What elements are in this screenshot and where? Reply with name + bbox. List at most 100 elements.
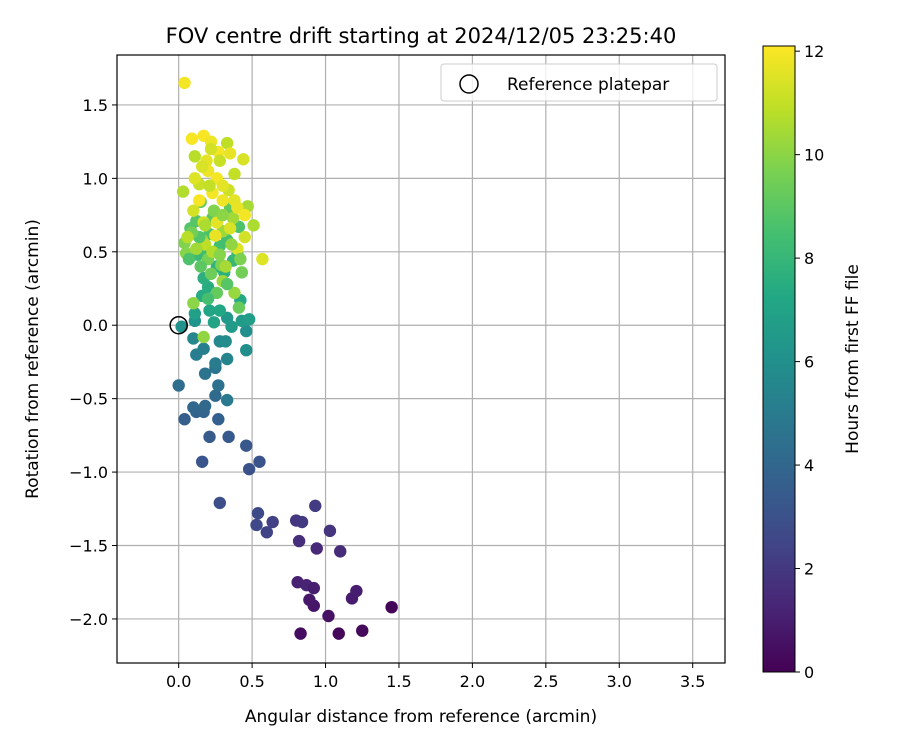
data-point (187, 332, 200, 345)
data-point (240, 439, 253, 452)
data-point (203, 179, 216, 192)
data-point (223, 222, 237, 235)
data-point (204, 142, 218, 156)
data-point (228, 286, 241, 300)
colorbar-ticks: 0 2 4 6 8 10 12 (795, 42, 824, 682)
legend-box (440, 63, 718, 102)
colorbar-tick-label: 12 (804, 42, 824, 61)
data-point (332, 627, 345, 640)
data-point (212, 379, 225, 392)
data-point (356, 624, 369, 637)
data-point (242, 462, 256, 476)
data-point (187, 401, 200, 414)
data-point (195, 160, 209, 173)
y-tick-label: −2.0 (69, 610, 108, 629)
data-point (216, 179, 229, 192)
legend: Reference platepar (440, 63, 718, 102)
data-point (220, 352, 234, 366)
data-point (203, 430, 216, 444)
data-point (220, 136, 234, 150)
data-point (213, 248, 227, 261)
data-point (242, 313, 256, 326)
data-point (223, 147, 237, 160)
colorbar-tick-label: 10 (804, 146, 824, 165)
y-tick-label: −1.5 (69, 537, 108, 556)
data-point (238, 230, 251, 244)
data-point (250, 518, 263, 532)
data-point (197, 342, 210, 355)
data-point (209, 357, 222, 370)
x-tick-label: 1.0 (313, 672, 338, 691)
data-point (187, 296, 200, 310)
data-point (216, 194, 229, 207)
data-point (188, 172, 202, 185)
data-point (213, 496, 227, 510)
y-axis-ticks: 1.5 1.0 0.5 0.0 −0.5 −1.0 −1.5 −2.0 (69, 96, 117, 629)
data-point (198, 399, 212, 413)
data-point (172, 379, 185, 392)
data-point (210, 286, 224, 300)
data-point (256, 252, 269, 266)
y-tick-label: 0.5 (83, 243, 108, 262)
data-point (247, 219, 260, 232)
data-point (219, 260, 232, 273)
data-point (220, 393, 234, 407)
data-point (295, 515, 309, 529)
data-point (310, 542, 323, 555)
data-point (350, 584, 363, 598)
data-point (385, 600, 398, 614)
plot-frame (116, 54, 726, 664)
data-point (222, 430, 235, 444)
data-point (193, 194, 206, 207)
data-point (235, 266, 249, 279)
data-point (188, 307, 202, 320)
data-point (188, 150, 202, 163)
y-tick-label: −1.0 (69, 463, 108, 482)
data-point (219, 335, 232, 348)
data-point (194, 260, 207, 273)
data-point (178, 413, 191, 426)
data-point (178, 76, 191, 90)
x-axis-ticks: 0.0 0.5 1.0 1.5 2.0 2.5 3.0 3.5 (166, 663, 705, 691)
x-axis-label: Angular distance from reference (arcmin) (245, 707, 597, 727)
data-point (182, 252, 196, 266)
data-point (207, 316, 221, 329)
data-point (213, 154, 227, 167)
data-point (204, 267, 218, 281)
x-tick-label: 2.5 (533, 672, 558, 691)
data-point (176, 185, 190, 198)
data-point (195, 455, 209, 469)
data-point (232, 301, 246, 314)
data-point (185, 132, 199, 145)
data-point (234, 252, 247, 266)
colorbar: 0 2 4 6 8 10 12 Hours from first FF file (762, 42, 863, 682)
data-point (201, 292, 215, 305)
data-point (260, 526, 273, 539)
colorbar-tick-label: 0 (804, 663, 814, 682)
colorbar-tick-label: 4 (804, 456, 814, 475)
legend-marker-icon (459, 74, 479, 94)
data-point (294, 627, 307, 640)
x-tick-label: 0.0 (166, 672, 191, 691)
x-tick-label: 0.5 (239, 672, 264, 691)
data-point (334, 545, 347, 558)
y-tick-label: 1.5 (83, 96, 108, 115)
data-point (323, 524, 337, 538)
data-point (266, 515, 279, 529)
data-point (175, 320, 188, 333)
data-point (225, 238, 238, 251)
x-tick-label: 2.0 (460, 672, 485, 691)
y-axis-label: Rotation from reference (arcmin) (23, 219, 43, 499)
x-tick-label: 3.5 (680, 672, 705, 691)
chart-title: FOV centre drift starting at 2024/12/05 … (166, 24, 677, 48)
y-tick-label: −0.5 (69, 390, 108, 409)
colorbar-tick-label: 8 (804, 249, 814, 268)
x-tick-label: 1.5 (386, 672, 411, 691)
data-point (251, 507, 265, 520)
data-point (190, 242, 203, 256)
data-points (172, 76, 398, 640)
data-point (213, 304, 227, 317)
legend-entry-reference-platepar: Reference platepar (507, 75, 669, 95)
data-point (209, 389, 222, 402)
